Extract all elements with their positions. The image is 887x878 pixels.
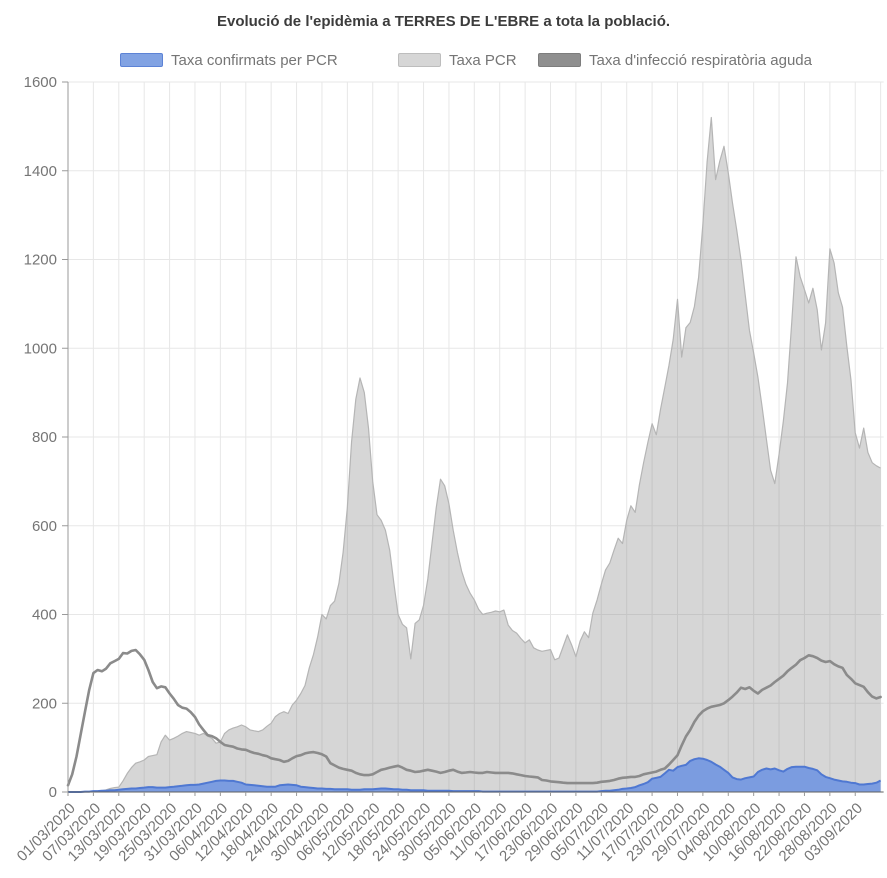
- legend-label: Taxa confirmats per PCR: [171, 51, 338, 69]
- legend-item-taxa-confirmats-pcr[interactable]: Taxa confirmats per PCR: [120, 51, 338, 69]
- pcr-area: [68, 116, 881, 793]
- y-axis-labels: 0 200 400 600 800 1000 1200 1400 1600: [24, 74, 68, 801]
- legend-label: Taxa PCR: [449, 51, 517, 69]
- legend-label: Taxa d'infecció respiratòria aguda: [589, 51, 812, 69]
- y-tick-label: 600: [32, 518, 57, 535]
- ira-line: [66, 648, 882, 787]
- legend-item-taxa-infeccio-respiratoria[interactable]: Taxa d'infecció respiratòria aguda: [538, 51, 812, 69]
- x-axis-labels: 01/03/202007/03/202013/03/202019/03/2020…: [14, 792, 866, 865]
- y-tick-label: 1200: [24, 252, 57, 269]
- y-tick-label: 0: [49, 784, 57, 801]
- confirmed-area: [68, 757, 882, 793]
- legend-swatch-dark-gray: [538, 53, 581, 67]
- legend-swatch-light-gray: [398, 53, 441, 67]
- legend-item-taxa-pcr[interactable]: Taxa PCR: [398, 51, 517, 69]
- y-tick-label: 200: [32, 695, 57, 712]
- y-tick-label: 400: [32, 607, 57, 624]
- horizontal-gridlines: [68, 81, 884, 704]
- y-tick-label: 1000: [24, 340, 57, 357]
- legend: Taxa confirmats per PCR Taxa PCR Taxa d'…: [0, 51, 887, 69]
- legend-swatch-blue: [120, 53, 163, 67]
- y-tick-label: 1400: [24, 163, 57, 180]
- y-tick-label: 1600: [24, 74, 57, 91]
- y-tick-label: 800: [32, 429, 57, 446]
- chart-title: Evolució de l'epidèmia a TERRES DE L'EBR…: [216, 13, 671, 30]
